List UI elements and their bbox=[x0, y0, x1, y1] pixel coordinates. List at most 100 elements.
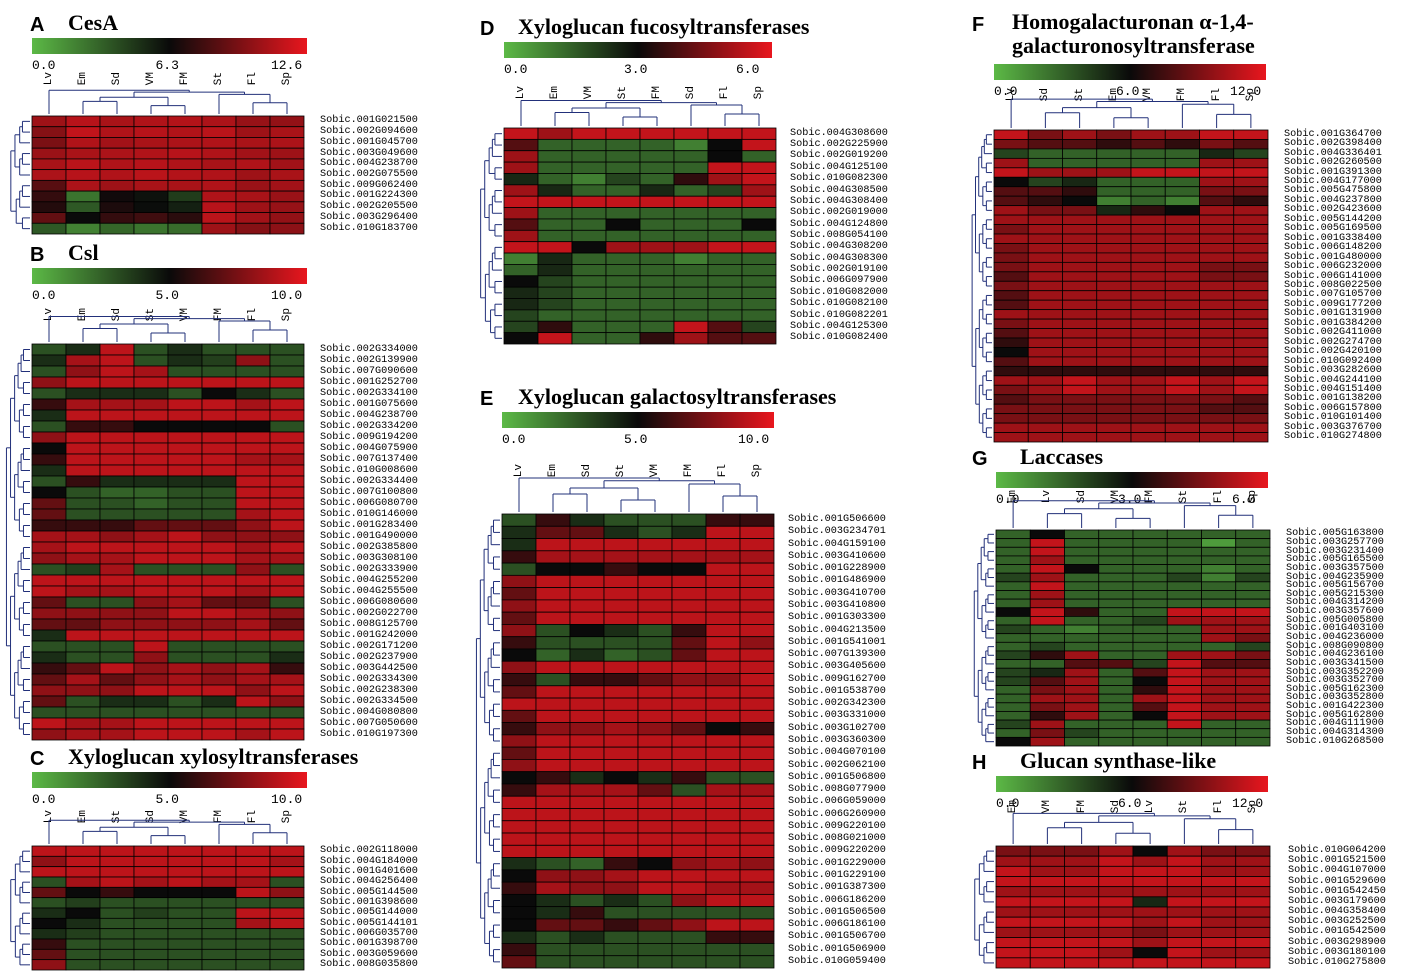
heatmap-cell bbox=[269, 431, 305, 444]
heatmap-cell bbox=[99, 876, 135, 888]
heatmap-cell bbox=[1199, 403, 1235, 415]
heatmap-cell bbox=[535, 673, 571, 687]
heatmap-cell bbox=[65, 618, 101, 631]
gene-label: Sobic.005G144200 bbox=[1284, 213, 1382, 225]
heatmap-cell bbox=[603, 525, 639, 539]
gene-label: Sobic.001G506500 bbox=[788, 906, 886, 918]
heatmap-cell bbox=[705, 513, 741, 527]
gene-label: Sobic.003G308100 bbox=[320, 552, 418, 564]
heatmap-cell bbox=[1199, 167, 1235, 178]
heatmap-cell bbox=[995, 572, 1031, 583]
heatmap-cell bbox=[201, 629, 237, 642]
heatmap-cell bbox=[133, 475, 169, 488]
heatmap-cell bbox=[1132, 937, 1168, 949]
gene-label: Sobic.004G358400 bbox=[1288, 906, 1386, 918]
heatmap-cell bbox=[201, 126, 237, 138]
heatmap-cell bbox=[1166, 702, 1202, 712]
heatmap-cell bbox=[741, 138, 777, 152]
heatmap-cell bbox=[1029, 876, 1065, 888]
heatmap-cell bbox=[569, 832, 605, 846]
heatmap-cell bbox=[739, 869, 775, 883]
heatmap-cell bbox=[571, 150, 607, 163]
heatmap-cell bbox=[705, 599, 741, 613]
heatmap-cell bbox=[1132, 616, 1168, 626]
heatmap-cell bbox=[167, 497, 203, 510]
heatmap-cell bbox=[1130, 176, 1166, 188]
heatmap-cell bbox=[65, 222, 101, 235]
heatmap-cell bbox=[1199, 271, 1235, 282]
heatmap-cell bbox=[739, 734, 775, 748]
heatmap-cell bbox=[1027, 384, 1063, 396]
heatmap-cell bbox=[537, 332, 573, 345]
heatmap-cell bbox=[201, 651, 237, 664]
heatmap-cell bbox=[673, 309, 709, 322]
gene-label: Sobic.010G082300 bbox=[790, 173, 888, 185]
heatmap-cell bbox=[1096, 157, 1132, 169]
heatmap-cell bbox=[65, 695, 101, 708]
heatmap-cell bbox=[995, 845, 1031, 857]
gene-label: Sobic.002G260500 bbox=[1284, 157, 1382, 169]
heatmap-cell bbox=[1166, 624, 1202, 635]
heatmap-cell bbox=[99, 662, 135, 675]
heatmap-cell bbox=[1098, 616, 1134, 626]
heatmap-cell bbox=[201, 398, 237, 411]
heatmap-cell bbox=[65, 126, 101, 138]
heatmap-cell bbox=[639, 252, 675, 265]
heatmap-cell bbox=[65, 409, 101, 422]
heatmap-cell bbox=[99, 442, 135, 455]
heatmap-cell bbox=[707, 195, 743, 208]
heatmap-cell bbox=[133, 717, 169, 730]
heatmap-cell bbox=[99, 618, 135, 631]
heatmap-cell bbox=[537, 207, 573, 220]
heatmap-cell bbox=[1130, 129, 1166, 140]
heatmap-cell bbox=[1029, 957, 1065, 969]
heatmap-cell bbox=[1235, 937, 1271, 949]
heatmap-cell bbox=[501, 587, 537, 601]
heatmap-cell bbox=[1029, 650, 1065, 660]
heatmap-cell bbox=[1201, 546, 1237, 557]
heatmap-cell bbox=[99, 486, 135, 499]
heatmap-cell bbox=[993, 394, 1029, 405]
heatmap-cell bbox=[235, 420, 271, 433]
heatmap-cell bbox=[31, 948, 67, 961]
heatmap-cell bbox=[501, 746, 537, 760]
gene-label: Sobic.001G542450 bbox=[1288, 885, 1386, 897]
heatmap-cell bbox=[993, 309, 1029, 320]
heatmap-cell bbox=[739, 538, 775, 552]
gene-label: Sobic.008G077900 bbox=[788, 784, 886, 796]
heatmap-cell bbox=[99, 431, 135, 444]
gene-label: Sobic.004G308200 bbox=[790, 241, 888, 253]
heatmap-cell bbox=[995, 650, 1031, 660]
heatmap-cell bbox=[569, 611, 605, 625]
gene-label: Sobic.005G144500 bbox=[320, 886, 418, 898]
heatmap-cell bbox=[603, 599, 639, 613]
heatmap-cell bbox=[1064, 685, 1100, 695]
heatmap-cell bbox=[1130, 337, 1166, 348]
heatmap-cell bbox=[637, 599, 673, 613]
heatmap-cell bbox=[535, 697, 571, 711]
heatmap-cell bbox=[1098, 719, 1134, 730]
heatmap-cell bbox=[1201, 957, 1237, 969]
heatmap-cell bbox=[65, 137, 101, 149]
heatmap-cell bbox=[235, 464, 271, 477]
panel-letter: B bbox=[30, 244, 45, 266]
heatmap-cell bbox=[993, 261, 1029, 273]
heatmap-cell bbox=[501, 538, 537, 552]
heatmap-cell bbox=[31, 876, 67, 888]
heatmap-cell bbox=[603, 746, 639, 760]
heatmap-cell bbox=[1233, 224, 1269, 235]
gene-label: Sobic.002G022700 bbox=[320, 607, 418, 619]
heatmap-cell bbox=[1199, 176, 1235, 188]
heatmap-cell bbox=[99, 845, 135, 857]
heatmap-cell bbox=[99, 563, 135, 576]
heatmap-cell bbox=[569, 930, 605, 944]
gene-label: Sobic.003G296400 bbox=[320, 211, 418, 223]
heatmap-cell bbox=[503, 195, 539, 208]
heatmap-cell bbox=[501, 574, 537, 589]
heatmap-cell bbox=[705, 795, 741, 809]
heatmap-cell bbox=[269, 147, 305, 160]
heatmap-cell bbox=[1130, 413, 1166, 424]
panel-letter: E bbox=[480, 388, 494, 410]
heatmap-cell bbox=[1027, 139, 1063, 150]
heatmap-cell bbox=[671, 525, 707, 539]
